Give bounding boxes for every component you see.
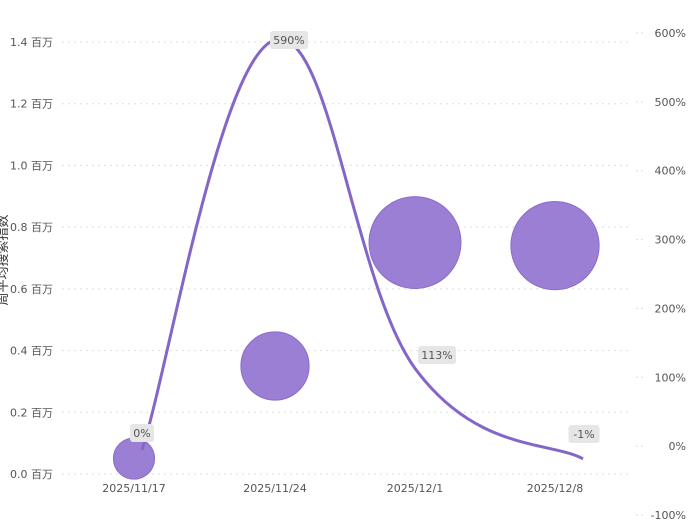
y2-tick-label: 400% xyxy=(655,165,686,178)
y-tick-label: 0.0 百万 xyxy=(10,468,53,481)
y2-tick-label: 100% xyxy=(655,371,686,384)
growth-line xyxy=(140,37,584,461)
gridlines xyxy=(62,41,628,475)
growth-label: 0% xyxy=(133,427,150,440)
y-tick-label: 0.6 百万 xyxy=(10,283,53,296)
growth-label-box xyxy=(270,31,308,49)
y2-tick-label: 0% xyxy=(669,440,686,453)
growth-label: 590% xyxy=(273,34,304,47)
y-tick-label: 1.4 百万 xyxy=(10,36,53,49)
growth-label: 113% xyxy=(421,349,452,362)
growth-labels: 0% 590% 113% -1% xyxy=(130,31,600,443)
growth-label-box xyxy=(418,346,456,364)
x-tick-label: 2025/11/17 xyxy=(102,482,165,495)
bubble xyxy=(240,331,310,401)
y-tick-label: 0.2 百万 xyxy=(10,406,53,419)
y-tick-label: 0.8 百万 xyxy=(10,221,53,234)
x-tick-label: 2025/12/1 xyxy=(387,482,443,495)
y2-tick-label: 600% xyxy=(655,27,686,40)
bubble xyxy=(112,437,156,480)
bubble-series xyxy=(112,196,600,480)
y-axis-label: 周平均搜索指数 xyxy=(0,214,11,305)
growth-label-box xyxy=(130,424,154,442)
growth-label-box xyxy=(568,425,600,443)
bubble xyxy=(510,201,600,291)
y-tick-label: 1.0 百万 xyxy=(10,159,53,172)
y-tick-label: 1.2 百万 xyxy=(10,98,53,111)
y2-tick-label: 500% xyxy=(655,96,686,109)
y-axis-ticks: 0.0 百万 0.2 百万 0.4 百万 0.6 百万 0.8 百万 1.0 百万 1.2 … xyxy=(10,36,53,481)
y-tick-label: 0.4 百万 xyxy=(10,345,53,358)
x-axis-ticks: 2025/11/17 2025/11/24 2025/12/1 2025/12/8 xyxy=(102,482,583,495)
x-tick-label: 2025/12/8 xyxy=(527,482,583,495)
y2-axis-ticks: -100% 0% 100% 200% 300% 400% 500% 600% xyxy=(636,27,686,522)
y2-tick-label: 200% xyxy=(655,302,686,315)
y2-tick-label: -100% xyxy=(651,509,686,522)
growth-label: -1% xyxy=(573,428,594,441)
x-tick-label: 2025/11/24 xyxy=(243,482,306,495)
y2-tick-label: 300% xyxy=(655,234,686,247)
bubble xyxy=(368,196,462,290)
